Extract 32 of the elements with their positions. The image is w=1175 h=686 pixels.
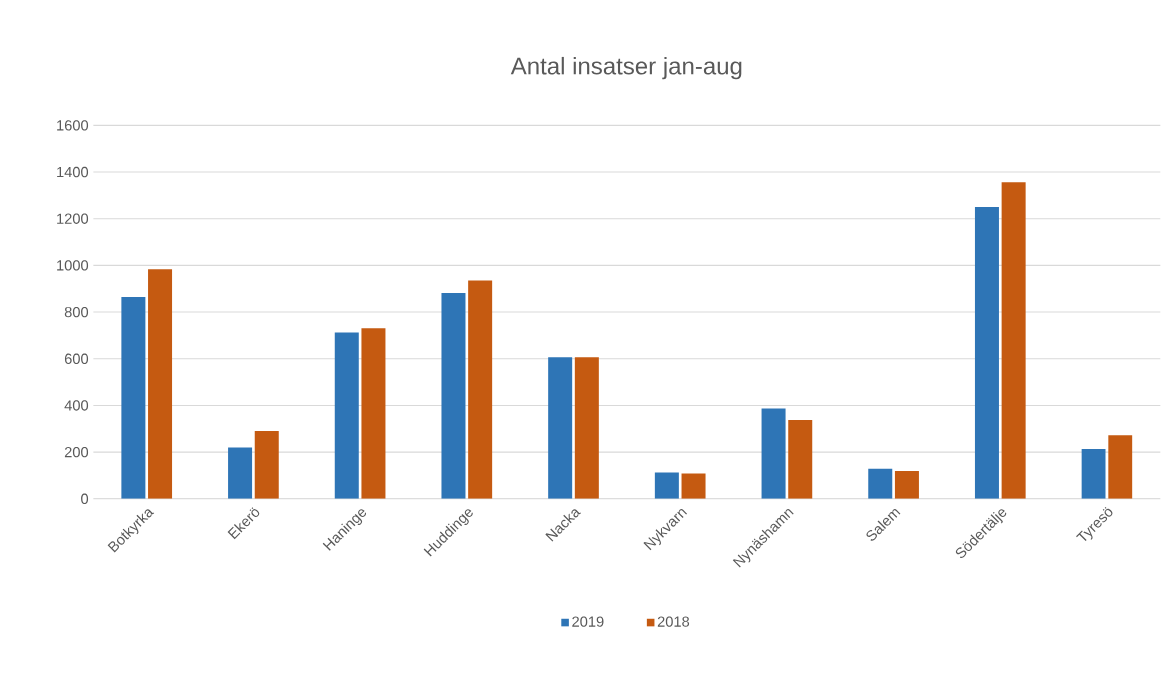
y-tick-label: 1200	[57, 213, 89, 225]
y-tick-label: 600	[64, 353, 89, 365]
bar	[334, 332, 359, 500]
y-tick-label: 1400	[57, 167, 89, 178]
bar	[974, 207, 999, 500]
bar	[121, 297, 146, 500]
bar	[228, 447, 253, 500]
bar	[361, 328, 386, 500]
bar	[468, 280, 493, 500]
bar	[868, 468, 893, 500]
chart-title: Antal insatser jan-aug	[510, 57, 742, 80]
bar	[761, 408, 786, 500]
bar	[1001, 182, 1026, 500]
y-tick-label: 400	[64, 400, 89, 411]
y-tick-label: 800	[64, 307, 89, 318]
bar	[654, 472, 679, 500]
y-tick-label: 1000	[57, 260, 89, 271]
bar	[788, 420, 813, 500]
y-tick-label: 200	[64, 447, 89, 458]
bar	[1081, 449, 1106, 500]
bar	[681, 473, 706, 500]
y-tick-label: 1600	[57, 120, 89, 131]
bar	[441, 293, 466, 500]
bar	[148, 269, 173, 500]
legend-label: 2018	[657, 616, 690, 628]
y-tick-label: 0	[81, 493, 89, 505]
bar	[574, 357, 599, 500]
bar	[894, 471, 919, 500]
bar	[548, 357, 573, 500]
bar	[1108, 435, 1133, 500]
legend-label: 2019	[572, 616, 604, 628]
bar	[254, 431, 279, 500]
